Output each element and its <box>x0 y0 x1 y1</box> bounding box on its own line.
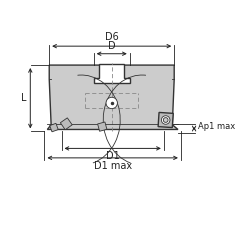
Text: D1 max: D1 max <box>94 161 132 171</box>
Polygon shape <box>94 64 130 83</box>
Polygon shape <box>47 65 178 129</box>
Circle shape <box>163 118 168 122</box>
Text: Ap1 max: Ap1 max <box>198 122 235 131</box>
Circle shape <box>106 97 117 109</box>
Text: D: D <box>108 41 115 51</box>
Circle shape <box>162 116 170 124</box>
Text: D1: D1 <box>106 151 120 161</box>
Polygon shape <box>158 112 173 128</box>
Text: L: L <box>21 93 26 103</box>
Polygon shape <box>60 118 72 130</box>
Polygon shape <box>98 122 107 131</box>
Polygon shape <box>50 123 58 132</box>
Text: D6: D6 <box>105 32 119 42</box>
